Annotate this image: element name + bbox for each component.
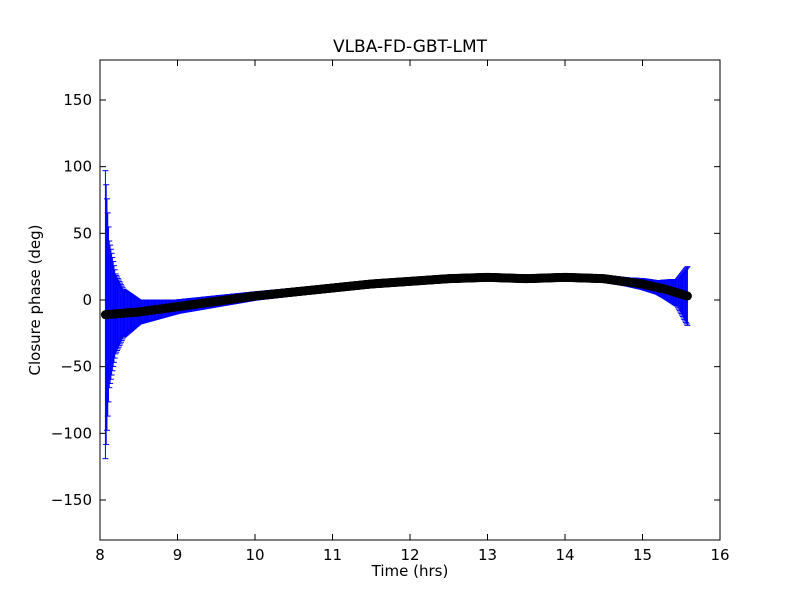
x-tick-label: 8 <box>95 546 105 564</box>
x-tick-label: 11 <box>323 546 342 564</box>
x-tick-label: 12 <box>400 546 419 564</box>
x-tick-label: 10 <box>245 546 264 564</box>
x-axis-label: Time (hrs) <box>371 562 449 580</box>
axes-layer: 8 9 10 11 12 13 14 15 16 −150 −100 −50 0 50 100 150 <box>51 59 730 564</box>
x-tick-label: 16 <box>710 546 729 564</box>
series-layer <box>100 170 692 460</box>
x-tick-label: 14 <box>555 546 574 564</box>
data-point <box>682 291 692 301</box>
y-tick-label: −50 <box>60 358 92 376</box>
x-tick-label: 13 <box>478 546 497 564</box>
y-tick-label: −150 <box>51 491 92 509</box>
y-tick-label: 50 <box>73 224 92 242</box>
chart-title: VLBA-FD-GBT-LMT <box>333 37 488 57</box>
y-tick-label: 150 <box>63 91 92 109</box>
x-tick-label: 15 <box>633 546 652 564</box>
y-tick-label: 0 <box>82 291 92 309</box>
y-tick-label: 100 <box>63 158 92 176</box>
x-tick-label: 9 <box>173 546 183 564</box>
y-axis-label: Closure phase (deg) <box>26 225 44 376</box>
y-tick-label: −100 <box>51 424 92 442</box>
